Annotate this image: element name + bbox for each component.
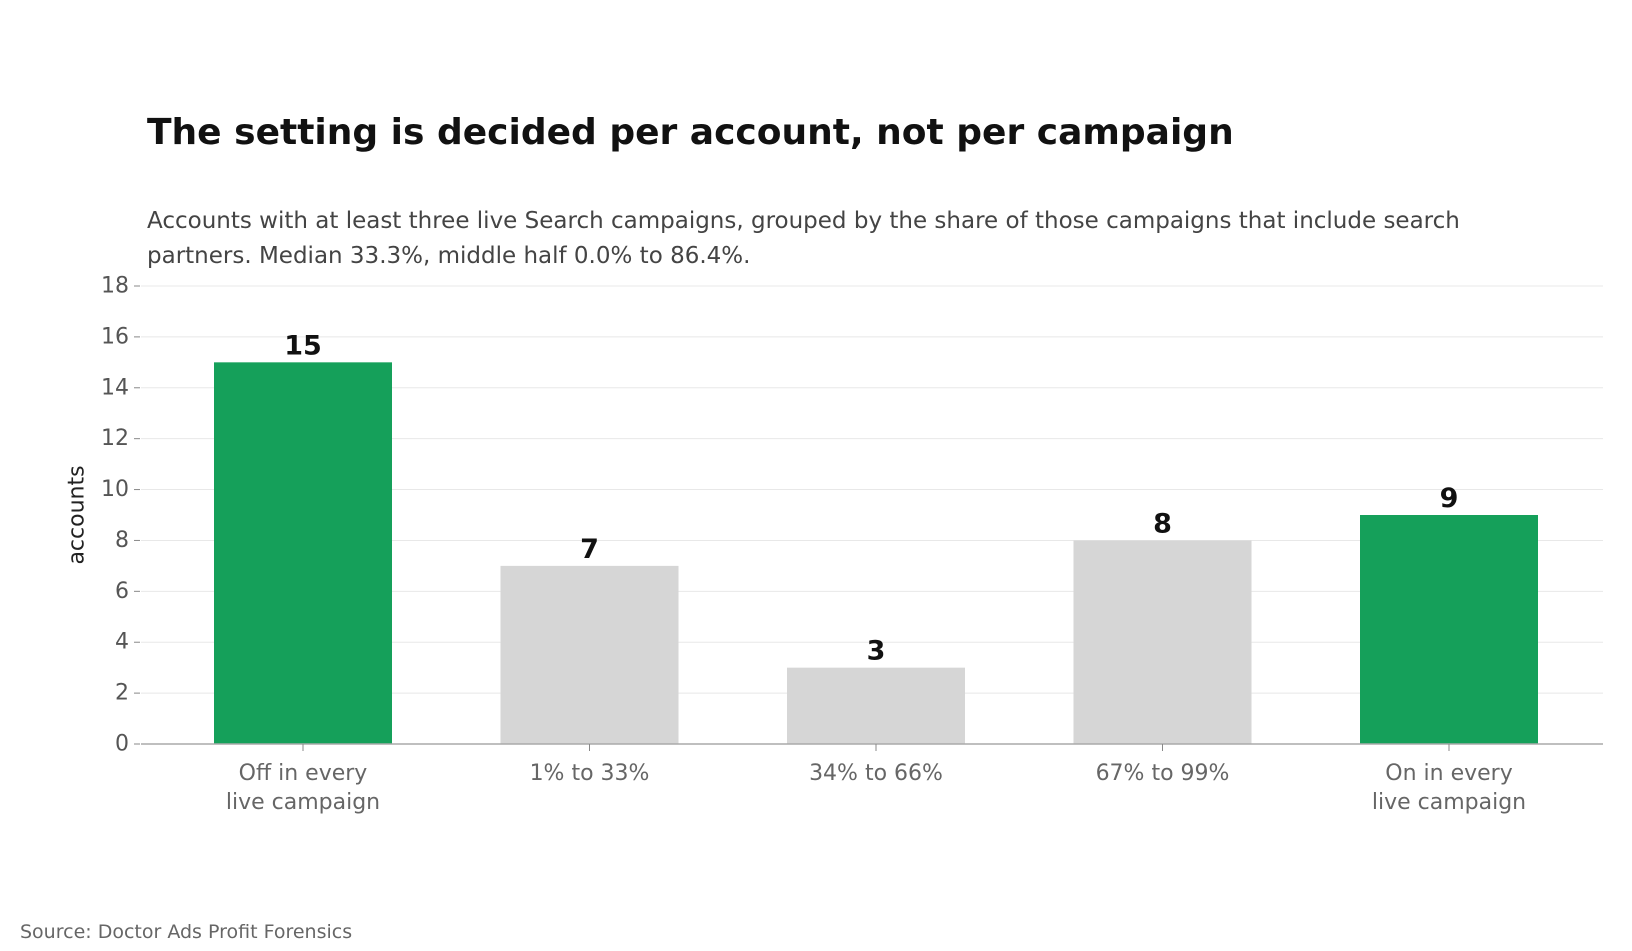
x-tick-label-line: live campaign xyxy=(1372,790,1526,815)
bar-value-label: 9 xyxy=(1440,483,1459,514)
x-tick-label-line: On in every xyxy=(1385,761,1512,786)
bar xyxy=(500,565,679,744)
y-tick-label: 16 xyxy=(101,324,129,349)
x-tick-label-line: 1% to 33% xyxy=(530,761,650,786)
x-tick-label: Off in every live campaign xyxy=(226,761,380,815)
x-tick-label-line: 67% to 99% xyxy=(1096,761,1230,786)
y-tick-label: 18 xyxy=(101,274,129,299)
bar xyxy=(1360,515,1538,744)
bar-value-label: 7 xyxy=(580,534,599,565)
y-tick-label: 4 xyxy=(115,630,129,655)
x-tick-label-line: 34% to 66% xyxy=(809,761,943,786)
y-tick-label: 14 xyxy=(101,375,129,400)
x-tick-label-line: live campaign xyxy=(226,790,380,815)
bar-value-label: 8 xyxy=(1153,508,1172,539)
bar-value-label: 15 xyxy=(284,330,322,361)
bar xyxy=(214,362,392,744)
x-tick-label-line: Off in every xyxy=(239,761,368,786)
x-tick-label: 34% to 66% xyxy=(809,761,943,786)
y-tick-label: 10 xyxy=(101,477,129,502)
y-axis-label: accounts xyxy=(65,465,90,564)
y-tick-label: 0 xyxy=(115,732,129,757)
y-tick-label: 6 xyxy=(115,579,129,604)
chart-subtitle: Accounts with at least three live Search… xyxy=(147,208,1460,269)
data-labels: 15 7 3 8 9 xyxy=(284,330,1458,666)
bar-value-label: 3 xyxy=(867,636,886,667)
y-tick-label: 8 xyxy=(115,528,129,553)
bar xyxy=(1073,540,1252,744)
chart-title: The setting is decided per account, not … xyxy=(147,112,1234,153)
x-axis: Off in every live campaign 1% to 33% 34% to… xyxy=(141,743,1603,815)
x-tick-label: On in every live campaign xyxy=(1372,761,1526,815)
y-tick-label: 12 xyxy=(101,426,129,451)
x-tick-label: 67% to 99% xyxy=(1096,761,1230,786)
bars xyxy=(214,362,1538,744)
y-axis: 0 2 4 6 8 10 12 14 16 18 accounts xyxy=(65,274,140,757)
y-tick-label: 2 xyxy=(115,681,129,706)
source-note: Source: Doctor Ads Profit Forensics xyxy=(20,921,353,943)
bar xyxy=(787,667,965,744)
x-tick-label: 1% to 33% xyxy=(530,761,650,786)
